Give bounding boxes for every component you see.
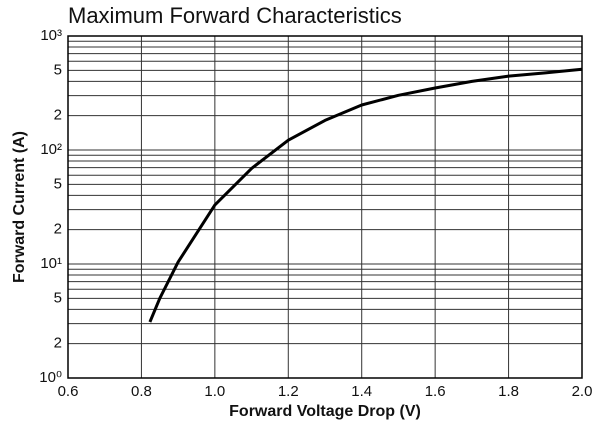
x-tick-label: 0.6 — [58, 383, 79, 400]
y-tick-label: 2 — [54, 221, 62, 238]
x-tick-label: 1.6 — [425, 383, 446, 400]
y-tick-label: 10¹ — [40, 255, 62, 272]
x-tick-label: 2.0 — [572, 383, 593, 400]
y-axis-label: Forward Current (A) — [11, 131, 28, 283]
y-tick-label: 2 — [54, 107, 62, 124]
y-tick-label: 2 — [54, 335, 62, 352]
y-tick-label: 10⁰ — [39, 369, 62, 386]
x-tick-label: 1.0 — [204, 383, 225, 400]
y-tick-label: 5 — [54, 175, 62, 192]
x-tick-label: 1.8 — [498, 383, 519, 400]
y-tick-label: 5 — [54, 289, 62, 306]
chart-title: Maximum Forward Characteristics — [68, 3, 402, 28]
data-line — [148, 67, 583, 323]
x-tick-label: 0.8 — [131, 383, 152, 400]
y-tick-label: 10² — [40, 141, 62, 158]
x-tick-label: 1.2 — [278, 383, 299, 400]
y-tick-label: 10³ — [40, 27, 62, 44]
y-tick-label: 5 — [54, 61, 62, 78]
x-axis-label: Forward Voltage Drop (V) — [229, 403, 421, 420]
x-tick-label: 1.4 — [351, 383, 372, 400]
plot-frame — [67, 35, 583, 379]
